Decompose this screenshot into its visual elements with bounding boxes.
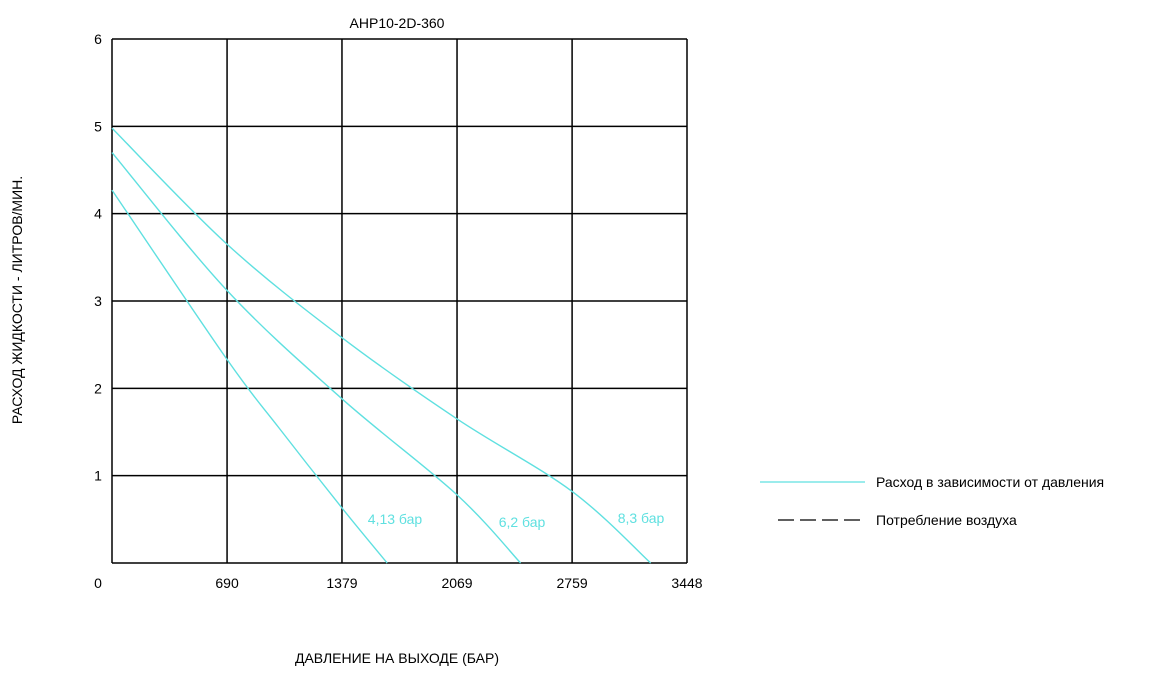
grid bbox=[111, 38, 688, 564]
y-tick-label-5: 5 bbox=[94, 118, 102, 134]
series-line-3 bbox=[111, 127, 652, 564]
legend-item-flow: Расход в зависимости от давления bbox=[876, 474, 1104, 490]
x-tick-label-690: 690 bbox=[215, 575, 239, 591]
x-tick-label-0: 0 bbox=[94, 575, 102, 591]
x-tick-label-2759: 2759 bbox=[557, 575, 588, 591]
series-line-2 bbox=[111, 152, 522, 564]
y-tick-label-4: 4 bbox=[94, 206, 102, 222]
x-tick-label-1379: 1379 bbox=[326, 575, 357, 591]
series-label-2: 6,2 бар bbox=[499, 514, 546, 530]
x-tick-label-2069: 2069 bbox=[441, 575, 472, 591]
chart-title: AHP10-2D-360 bbox=[350, 15, 445, 31]
x-tick-labels: 0 690 1379 2069 2759 3448 bbox=[94, 575, 703, 591]
x-tick-label-3448: 3448 bbox=[671, 575, 702, 591]
series-label-3: 8,3 бар bbox=[618, 510, 665, 526]
series-line-1 bbox=[111, 189, 388, 564]
y-tick-label-6: 6 bbox=[94, 31, 102, 47]
y-tick-label-3: 3 bbox=[94, 293, 102, 309]
legend: Расход в зависимости от давления Потребл… bbox=[760, 474, 1104, 528]
y-tick-label-1: 1 bbox=[94, 468, 102, 484]
legend-item-air: Потребление воздуха bbox=[876, 512, 1017, 528]
curves: 4,13 бар 6,2 бар 8,3 бар bbox=[111, 127, 665, 564]
y-axis-label: РАСХОД ЖИДКОСТИ - ЛИТРОВ/МИН. bbox=[9, 176, 25, 424]
y-tick-label-2: 2 bbox=[94, 380, 102, 396]
x-axis-label: ДАВЛЕНИЕ НА ВЫХОДЕ (БАР) bbox=[295, 650, 499, 666]
series-label-1: 4,13 бар bbox=[368, 511, 423, 527]
y-tick-labels: 1 2 3 4 5 6 bbox=[94, 31, 102, 484]
